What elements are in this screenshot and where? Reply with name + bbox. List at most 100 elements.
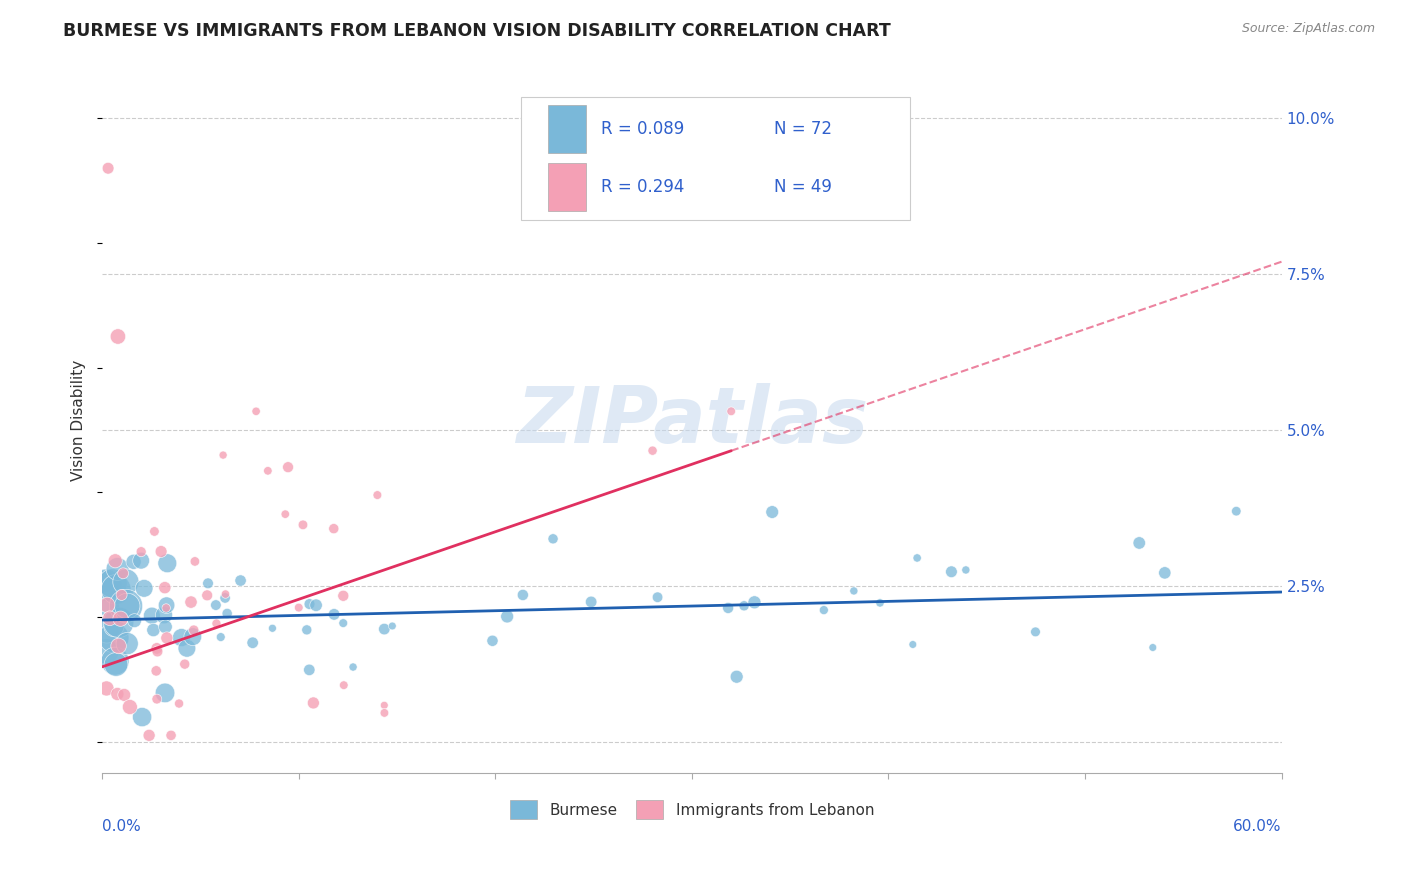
Point	[153, 608, 176, 623]
Point	[146, 641, 169, 656]
Point	[103, 620, 125, 634]
FancyBboxPatch shape	[548, 163, 586, 211]
Point	[145, 664, 167, 678]
Text: 60.0%: 60.0%	[1233, 819, 1281, 833]
Point	[129, 554, 152, 568]
Point	[813, 603, 835, 617]
Point	[305, 598, 328, 612]
Point	[541, 532, 564, 546]
Point	[105, 582, 128, 597]
Point	[173, 657, 195, 672]
Point	[105, 687, 128, 701]
Point	[183, 623, 205, 637]
Point	[181, 630, 204, 644]
Point	[96, 598, 118, 612]
Point	[496, 609, 519, 624]
Point	[150, 544, 173, 558]
Point	[647, 591, 669, 605]
Point	[717, 601, 740, 615]
Point	[481, 633, 503, 648]
Point	[869, 596, 891, 610]
Point	[110, 612, 132, 626]
Point	[287, 600, 309, 615]
Point	[242, 636, 264, 650]
Text: BURMESE VS IMMIGRANTS FROM LEBANON VISION DISABILITY CORRELATION CHART: BURMESE VS IMMIGRANTS FROM LEBANON VISIO…	[63, 22, 891, 40]
Text: R = 0.294: R = 0.294	[600, 178, 685, 196]
Point	[1153, 566, 1175, 580]
Point	[101, 576, 124, 591]
Text: ZIPatlas: ZIPatlas	[516, 383, 868, 458]
Point	[641, 443, 664, 458]
Point	[93, 574, 115, 589]
Point	[295, 623, 318, 637]
Point	[217, 607, 239, 621]
Point	[373, 698, 395, 713]
Point	[98, 600, 121, 615]
Point	[170, 631, 193, 645]
Point	[212, 448, 235, 462]
Point	[205, 616, 228, 631]
Point	[761, 505, 783, 519]
Text: R = 0.089: R = 0.089	[600, 120, 685, 138]
Point	[107, 562, 129, 576]
Point	[744, 595, 766, 609]
Point	[104, 654, 127, 668]
Y-axis label: Vision Disability: Vision Disability	[72, 360, 86, 482]
Point	[138, 728, 160, 742]
Point	[96, 681, 118, 696]
Point	[160, 728, 183, 742]
Point	[155, 601, 177, 615]
FancyBboxPatch shape	[520, 96, 910, 220]
Point	[153, 686, 176, 700]
Point	[105, 657, 128, 672]
Text: N = 72: N = 72	[775, 120, 832, 138]
Point	[333, 678, 356, 692]
Point	[122, 555, 145, 569]
FancyBboxPatch shape	[548, 105, 586, 153]
Point	[1142, 640, 1164, 655]
Point	[262, 621, 284, 635]
Point	[901, 638, 924, 652]
Point	[146, 644, 169, 658]
Point	[115, 599, 138, 613]
Point	[197, 576, 219, 591]
Point	[131, 710, 153, 724]
Point	[323, 607, 346, 622]
Point	[155, 620, 177, 634]
Point	[1128, 536, 1150, 550]
Point	[373, 706, 395, 720]
Point	[146, 692, 169, 706]
Point	[725, 670, 748, 684]
Point	[129, 545, 152, 559]
Point	[156, 556, 179, 570]
Point	[96, 644, 118, 658]
Point	[98, 611, 121, 625]
Point	[733, 599, 755, 613]
Point	[342, 660, 364, 674]
Point	[257, 464, 280, 478]
Point	[512, 588, 534, 602]
Point	[180, 595, 202, 609]
Point	[332, 589, 354, 603]
Point	[115, 637, 138, 651]
Point	[107, 615, 129, 630]
Point	[205, 598, 228, 612]
Text: Source: ZipAtlas.com: Source: ZipAtlas.com	[1241, 22, 1375, 36]
Point	[142, 623, 165, 637]
Point	[104, 554, 127, 568]
Point	[167, 697, 190, 711]
Point	[366, 488, 388, 502]
Point	[176, 641, 198, 656]
Point	[115, 574, 138, 589]
Point	[118, 700, 141, 714]
Point	[107, 329, 129, 343]
Point	[298, 663, 321, 677]
Point	[156, 631, 179, 645]
Point	[373, 622, 395, 636]
Point	[214, 591, 236, 605]
Point	[291, 517, 314, 532]
Point	[107, 639, 129, 653]
Point	[143, 524, 166, 539]
Point	[124, 614, 146, 628]
Point	[103, 631, 125, 645]
